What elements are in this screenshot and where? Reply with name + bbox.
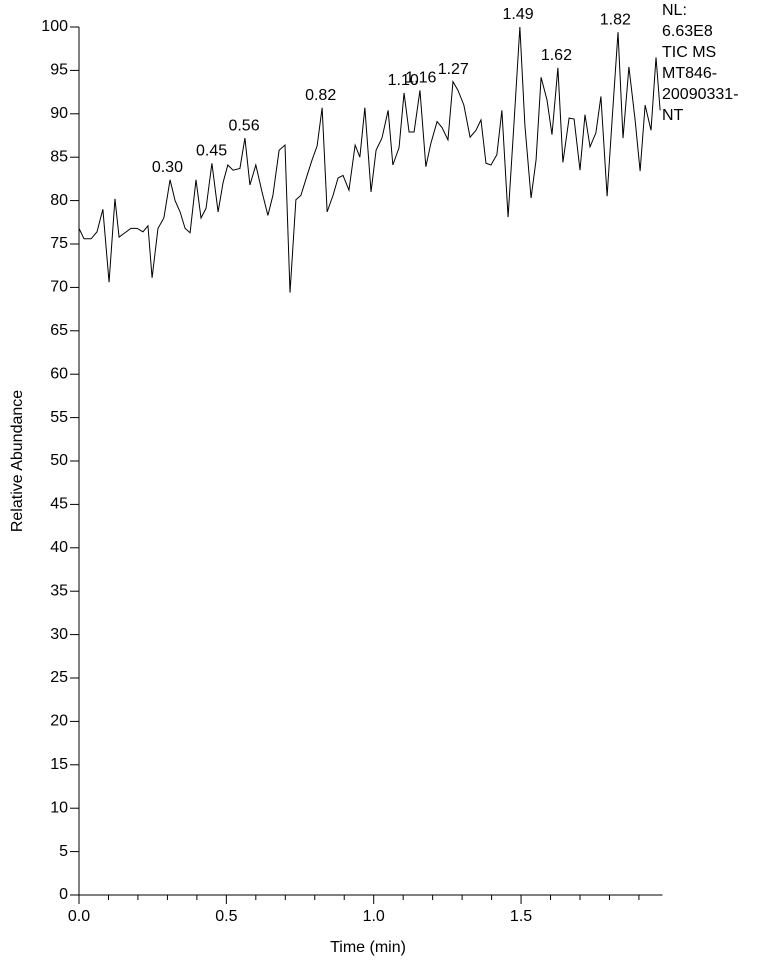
- annotation: 20090331-: [662, 86, 739, 103]
- annotation: 6.63E8: [662, 23, 713, 40]
- annotation: NT: [662, 107, 684, 124]
- y-tick-label: 100: [41, 18, 68, 35]
- peak-label: 1.49: [503, 6, 534, 23]
- y-tick-label: 30: [50, 626, 68, 643]
- y-tick-label: 25: [50, 669, 68, 686]
- peak-label: 1.10: [388, 72, 419, 89]
- x-tick-label: 1.5: [510, 908, 532, 925]
- y-axis-label: Relative Abundance: [9, 390, 26, 532]
- y-tick-label: 35: [50, 582, 68, 599]
- peak-label: 0.45: [196, 142, 227, 159]
- x-tick-label: 0.0: [68, 908, 90, 925]
- y-tick-label: 50: [50, 452, 68, 469]
- y-tick-label: 80: [50, 192, 68, 209]
- y-tick-label: 15: [50, 756, 68, 773]
- peak-label: 0.56: [228, 117, 259, 134]
- y-tick-label: 75: [50, 235, 68, 252]
- annotation: MT846-: [662, 65, 717, 82]
- annotation: TIC MS: [662, 44, 716, 61]
- peak-label: 1.82: [600, 11, 631, 28]
- y-tick-label: 0: [59, 886, 68, 903]
- peak-label: 1.27: [438, 61, 469, 78]
- x-tick-label: 1.0: [363, 908, 385, 925]
- peak-label: 0.82: [305, 87, 336, 104]
- annotation: NL:: [662, 2, 687, 19]
- y-tick-label: 65: [50, 322, 68, 339]
- y-tick-label: 95: [50, 62, 68, 79]
- y-tick-label: 85: [50, 148, 68, 165]
- y-tick-label: 90: [50, 105, 68, 122]
- y-tick-label: 55: [50, 409, 68, 426]
- x-axis-label: Time (min): [330, 939, 406, 956]
- peak-label: 1.16: [405, 70, 436, 87]
- y-tick-label: 20: [50, 713, 68, 730]
- trace: [78, 26, 661, 293]
- y-tick-label: 70: [50, 279, 68, 296]
- y-tick-label: 10: [50, 799, 68, 816]
- y-tick-label: 60: [50, 365, 68, 382]
- y-tick-label: 40: [50, 539, 68, 556]
- peak-label: 0.30: [152, 159, 183, 176]
- y-tick-label: 5: [59, 843, 68, 860]
- y-tick-label: 45: [50, 496, 68, 513]
- peak-label: 1.62: [541, 47, 572, 64]
- x-tick-label: 0.5: [215, 908, 237, 925]
